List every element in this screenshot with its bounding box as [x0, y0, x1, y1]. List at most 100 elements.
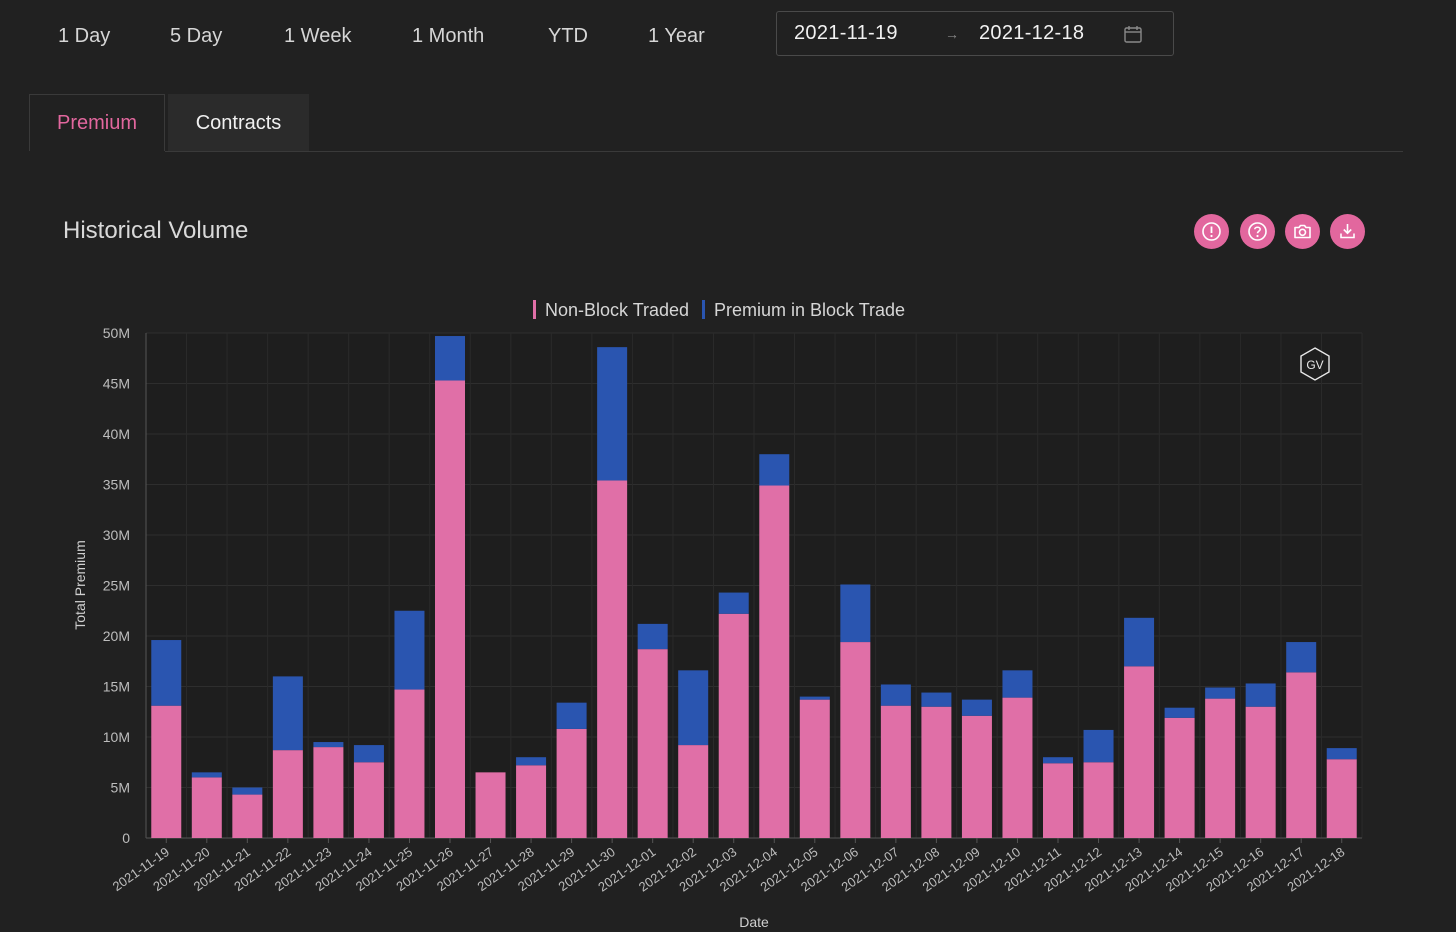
legend: Non-Block Traded Premium in Block Trade — [533, 300, 905, 320]
bar-non-block — [151, 705, 182, 838]
bar-block-trade — [880, 684, 911, 706]
bar-non-block — [394, 689, 425, 838]
bar-block-trade — [759, 454, 790, 486]
range-button-1-month[interactable]: 1 Month — [412, 25, 485, 47]
tab-premium[interactable]: Premium — [29, 94, 165, 151]
y-tick-label: 0 — [122, 830, 130, 846]
bar-non-block — [1245, 706, 1276, 838]
info-icon — [1202, 222, 1221, 241]
bar-non-block — [759, 485, 790, 838]
tab-contracts[interactable]: Contracts — [168, 94, 309, 151]
range-button-ytd[interactable]: YTD — [548, 25, 588, 47]
range-button-1-day[interactable]: 1 Day — [58, 25, 111, 47]
bar-non-block — [353, 762, 384, 838]
bar-non-block — [718, 613, 749, 838]
bar-block-trade — [921, 692, 952, 707]
bar-non-block — [1124, 666, 1155, 838]
legend-label[interactable]: Premium in Block Trade — [714, 300, 905, 320]
legend-label[interactable]: Non-Block Traded — [545, 300, 689, 320]
bar-non-block — [1002, 697, 1033, 838]
bar-block-trade — [840, 584, 871, 643]
bar-non-block — [840, 642, 871, 838]
bar-non-block — [475, 772, 506, 838]
range-button-1-week[interactable]: 1 Week — [284, 25, 352, 47]
bar-block-trade — [272, 676, 303, 751]
bar-non-block — [880, 705, 911, 838]
bar-non-block — [272, 750, 303, 838]
range-button-1-year[interactable]: 1 Year — [648, 25, 705, 47]
date-range-picker[interactable]: 2021-11-19 → 2021-12-18 — [776, 11, 1174, 56]
y-tick-label: 50M — [103, 325, 130, 341]
bar-non-block — [435, 380, 465, 838]
bar-block-trade — [597, 347, 628, 481]
bar-non-block — [597, 480, 628, 838]
download-icon — [1340, 224, 1355, 239]
camera-icon — [1294, 224, 1311, 239]
bar-block-trade — [637, 623, 668, 650]
download-button[interactable] — [1330, 214, 1365, 249]
bar-block-trade — [1124, 617, 1155, 667]
calendar-icon[interactable] — [1123, 24, 1143, 44]
watermark-text: GV — [1306, 358, 1323, 372]
bar-block-trade — [191, 772, 222, 778]
y-tick-label: 30M — [103, 527, 130, 543]
bar-non-block — [1286, 672, 1317, 838]
bar-block-trade — [1043, 757, 1073, 764]
legend-swatch — [533, 300, 536, 319]
y-tick-label: 35M — [103, 477, 130, 493]
bar-non-block — [1164, 717, 1195, 838]
screenshot-button[interactable] — [1285, 214, 1320, 249]
bar-block-trade — [799, 696, 830, 700]
watermark: GV — [1300, 347, 1330, 381]
date-start-input[interactable]: 2021-11-19 — [794, 22, 898, 44]
bar-non-block — [191, 777, 222, 838]
info-button[interactable] — [1194, 214, 1229, 249]
y-tick-label: 40M — [103, 426, 130, 442]
bar-block-trade — [435, 336, 465, 381]
bar-block-trade — [1002, 670, 1033, 698]
bar-block-trade — [1245, 683, 1276, 707]
bar-non-block — [637, 649, 668, 838]
bar-non-block — [232, 794, 263, 838]
x-axis-title: Date — [739, 914, 769, 930]
bar-block-trade — [232, 787, 263, 795]
bars — [151, 336, 1357, 838]
bar-block-trade — [313, 742, 344, 748]
bar-block-trade — [1326, 748, 1357, 760]
bar-non-block — [1205, 698, 1236, 838]
bar-non-block — [1326, 759, 1357, 838]
bar-block-trade — [678, 670, 709, 746]
bar-block-trade — [718, 592, 749, 614]
bar-non-block — [961, 715, 992, 838]
bar-non-block — [556, 728, 587, 838]
bar-non-block — [1083, 762, 1114, 838]
bar-block-trade — [961, 699, 992, 716]
legend-swatch — [702, 300, 705, 319]
y-tick-label: 45M — [103, 376, 130, 392]
bar-block-trade — [1205, 687, 1236, 699]
bar-non-block — [1043, 763, 1073, 838]
y-tick-label: 20M — [103, 628, 130, 644]
help-button[interactable] — [1240, 214, 1275, 249]
bar-non-block — [313, 747, 344, 838]
range-button-5-day[interactable]: 5 Day — [170, 25, 223, 47]
date-end-input[interactable]: 2021-12-18 — [979, 22, 1085, 44]
bar-block-trade — [394, 610, 425, 690]
bar-non-block — [921, 706, 952, 838]
bar-block-trade — [556, 702, 587, 729]
y-axis-title: Total Premium — [72, 540, 88, 629]
bar-block-trade — [353, 745, 384, 763]
y-tick-label: 10M — [103, 729, 130, 745]
section-title: Historical Volume — [63, 217, 249, 244]
date-range-separator: → — [945, 26, 959, 42]
bar-block-trade — [516, 757, 547, 766]
bar-block-trade — [1286, 642, 1317, 673]
bar-block-trade — [151, 640, 182, 706]
bar-block-trade — [1164, 707, 1195, 718]
grid — [145, 332, 1363, 843]
y-tick-label: 5M — [111, 780, 130, 796]
bar-non-block — [516, 765, 547, 838]
y-tick-label: 15M — [103, 679, 130, 695]
tab-divider — [165, 151, 1403, 152]
